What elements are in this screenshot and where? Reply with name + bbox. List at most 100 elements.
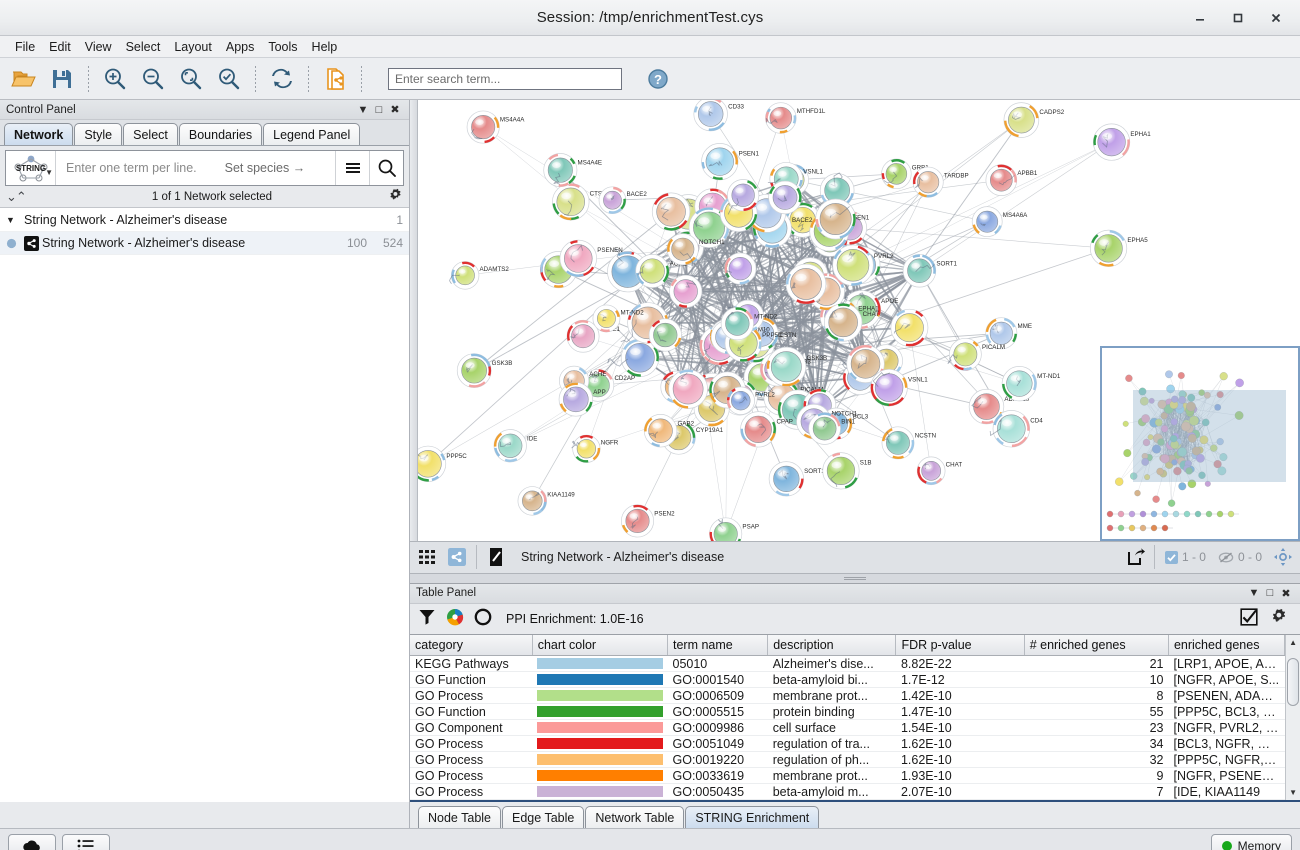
zoom-fit-network-icon[interactable] xyxy=(173,62,209,96)
table-row[interactable]: GO Function GO:0001540 beta-amyloid bi... 1… xyxy=(410,671,1285,688)
save-session-icon[interactable] xyxy=(44,62,80,96)
network-view-icon[interactable] xyxy=(442,544,472,570)
cloud-icon[interactable] xyxy=(8,833,56,850)
column-header-description[interactable]: description xyxy=(767,634,897,656)
table-row[interactable]: KEGG Pathways 05010 Alzheimer's dise... 8.8… xyxy=(410,655,1285,672)
enrichment-table-wrapper[interactable]: category chart color term name descripti… xyxy=(410,633,1300,800)
hidden-nodes-badge[interactable]: 0 - 0 xyxy=(1212,550,1268,564)
chart-color-swatch xyxy=(537,722,663,733)
panel-splitter[interactable] xyxy=(410,573,1300,583)
gear-icon[interactable] xyxy=(388,188,403,206)
table-panel-close-icon[interactable]: ✖ xyxy=(1281,587,1291,600)
column-header-enriched-count[interactable]: # enriched genes xyxy=(1024,634,1169,656)
tab-string-enrichment[interactable]: STRING Enrichment xyxy=(685,806,820,828)
menu-file[interactable]: File xyxy=(15,39,36,54)
scrollbar-thumb[interactable] xyxy=(1287,657,1300,706)
svg-text:CHAT: CHAT xyxy=(946,462,963,469)
expand-triangle-icon[interactable]: ▼ xyxy=(6,215,15,225)
status-bar: Memory xyxy=(0,828,1300,850)
tab-boundaries[interactable]: Boundaries xyxy=(178,123,263,145)
menu-view[interactable]: View xyxy=(84,39,112,54)
tab-network-table[interactable]: Network Table xyxy=(585,806,685,828)
minimap-viewport-rect[interactable] xyxy=(1133,389,1287,482)
annotation-icon[interactable] xyxy=(481,544,511,570)
table-panel-float-icon[interactable]: □ xyxy=(1266,587,1274,599)
table-row[interactable]: GO Process GO:0050435 beta-amyloid m... 2.0… xyxy=(410,783,1285,800)
menu-select[interactable]: Select xyxy=(125,39,161,54)
table-row[interactable]: GO Function GO:0005515 protein binding 1.47… xyxy=(410,703,1285,720)
column-header-fdr-pvalue[interactable]: FDR p-value xyxy=(895,634,1025,656)
table-row[interactable]: GO Process GO:0051049 regulation of tra...… xyxy=(410,735,1285,752)
tab-legend-panel[interactable]: Legend Panel xyxy=(263,123,361,145)
birds-eye-icon[interactable] xyxy=(1268,544,1298,570)
table-row[interactable]: GO Process GO:0019220 regulation of ph... 1… xyxy=(410,751,1285,768)
string-term-input[interactable]: Enter one term per line. Set species → xyxy=(56,151,335,185)
table-row[interactable]: GO Process GO:0033619 membrane prot... 1.93… xyxy=(410,767,1285,784)
panel-dropdown-icon[interactable]: ▼ xyxy=(357,103,369,116)
panel-float-icon[interactable]: □ xyxy=(375,103,383,116)
set-species-link[interactable]: Set species → xyxy=(224,161,306,175)
table-row[interactable]: GO Component GO:0009986 cell surface 1.54E-… xyxy=(410,719,1285,736)
column-header-chart-color[interactable]: chart color xyxy=(532,634,669,656)
tab-network[interactable]: Network xyxy=(4,123,74,145)
export-image-icon[interactable] xyxy=(1120,544,1150,570)
menu-tools[interactable]: Tools xyxy=(268,39,298,54)
checkbox-checked-icon[interactable] xyxy=(1240,608,1258,629)
share-network-icon[interactable] xyxy=(317,62,353,96)
maximize-button[interactable] xyxy=(1220,4,1256,32)
task-list-icon[interactable] xyxy=(62,833,110,850)
donut-ring-icon[interactable] xyxy=(474,608,492,629)
minimize-button[interactable] xyxy=(1182,4,1218,32)
network-canvas[interactable]: RELNCLUMMENCSTNPSEN1APOEACHECPAPSORT1CTS… xyxy=(410,100,1300,542)
network-group-row[interactable]: ▼ String Network - Alzheimer's disease 1 xyxy=(0,209,409,232)
tab-edge-table[interactable]: Edge Table xyxy=(502,806,585,828)
memory-status-button[interactable]: Memory xyxy=(1210,833,1292,850)
column-header-category[interactable]: category xyxy=(410,634,533,656)
menu-layout[interactable]: Layout xyxy=(174,39,212,54)
table-vertical-scrollbar[interactable]: ▲ ▼ xyxy=(1285,634,1300,800)
main-toolbar: Enter search term... ? xyxy=(0,58,1300,100)
panel-close-icon[interactable]: ✖ xyxy=(390,104,400,116)
hamburger-icon[interactable] xyxy=(335,151,369,185)
cell-term-name: 05010 xyxy=(667,655,768,672)
close-button[interactable] xyxy=(1258,4,1294,32)
magnifier-icon[interactable] xyxy=(369,151,403,185)
zoom-fit-selected-icon[interactable] xyxy=(211,62,247,96)
help-icon[interactable]: ? xyxy=(640,62,676,96)
table-body: KEGG Pathways 05010 Alzheimer's dise... 8.8… xyxy=(410,655,1285,800)
table-row[interactable]: GO Process GO:0006509 membrane prot... 1.42… xyxy=(410,687,1285,704)
network-item-row[interactable]: String Network - Alzheimer's disease 100… xyxy=(0,232,409,255)
view-collapse-handle[interactable] xyxy=(410,100,418,541)
pie-chart-icon[interactable] xyxy=(446,608,464,629)
menu-apps[interactable]: Apps xyxy=(225,39,255,54)
column-header-term-name[interactable]: term name xyxy=(667,634,769,656)
network-overview-minimap[interactable] xyxy=(1100,345,1300,541)
grid-view-icon[interactable] xyxy=(412,544,442,570)
refresh-icon[interactable] xyxy=(264,62,300,96)
svg-text:GSK3B: GSK3B xyxy=(492,360,513,367)
string-dropdown-caret[interactable]: ▼ xyxy=(45,168,53,177)
open-session-icon[interactable] xyxy=(6,62,42,96)
svg-text:CADPS2: CADPS2 xyxy=(1039,109,1064,116)
zoom-out-icon[interactable] xyxy=(135,62,171,96)
gear-icon[interactable] xyxy=(1270,608,1288,629)
scroll-down-arrow[interactable]: ▼ xyxy=(1289,788,1298,797)
menu-edit[interactable]: Edit xyxy=(49,39,71,54)
selected-nodes-badge[interactable]: 1 - 0 xyxy=(1159,550,1212,564)
menu-help[interactable]: Help xyxy=(311,39,338,54)
tab-node-table[interactable]: Node Table xyxy=(418,806,502,828)
collapse-expand-icons[interactable]: ⌄⌃ xyxy=(6,188,27,204)
table-panel-dropdown-icon[interactable]: ▼ xyxy=(1248,587,1260,599)
funnel-icon[interactable] xyxy=(418,608,436,629)
network-view[interactable]: RELNCLUMMENCSTNPSEN1APOEACHECPAPSORT1CTS… xyxy=(410,100,1300,542)
cell-enriched-genes: [NGFR, APOE, S... xyxy=(1168,671,1285,688)
tab-select[interactable]: Select xyxy=(123,123,178,145)
scroll-up-arrow[interactable]: ▲ xyxy=(1289,637,1298,647)
column-header-enriched-genes[interactable]: enriched genes xyxy=(1168,634,1286,656)
toolbar-separator-3 xyxy=(308,65,309,92)
zoom-in-icon[interactable] xyxy=(97,62,133,96)
string-logo-icon[interactable]: STRING ▼ xyxy=(6,151,56,185)
search-input[interactable]: Enter search term... xyxy=(388,67,622,90)
cell-enriched-genes: [PPP5C, BCL3, N... xyxy=(1168,703,1285,720)
tab-style[interactable]: Style xyxy=(74,123,123,145)
